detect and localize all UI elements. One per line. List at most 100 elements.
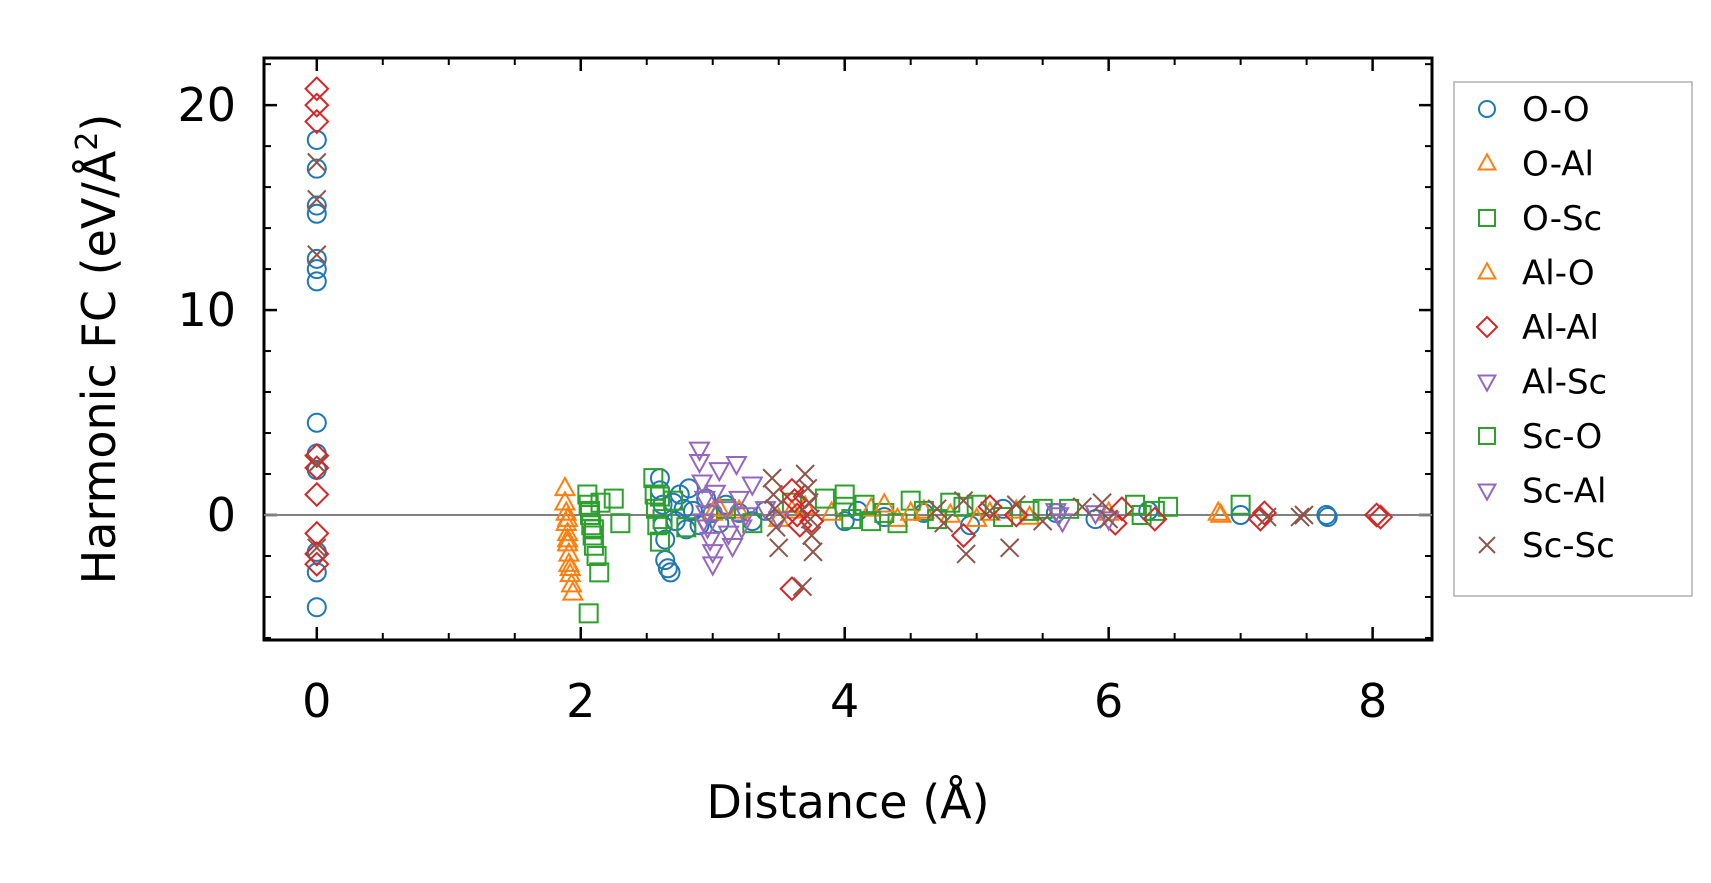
data-point: [980, 501, 1000, 521]
legend-marker: [1476, 152, 1498, 171]
y-tick-label: 10: [177, 283, 236, 337]
data-point: [933, 513, 954, 533]
data-point: [307, 454, 327, 474]
data-point: [1257, 507, 1277, 527]
data-point: [578, 603, 599, 624]
data-point: [1142, 506, 1168, 532]
data-point: [799, 492, 819, 513]
data-point: [1251, 500, 1278, 526]
data-point: [769, 538, 789, 558]
data-point: [999, 538, 1020, 558]
legend-marker: [1478, 427, 1496, 445]
x-tick-label: 2: [566, 674, 595, 728]
data-point: [553, 490, 577, 511]
data-point: [649, 531, 670, 552]
data-point: [556, 531, 579, 552]
data-point: [801, 525, 822, 546]
data-point: [779, 477, 805, 504]
data-point: [561, 580, 584, 601]
data-point: [741, 476, 764, 497]
y-axis-label-superscript: 2: [70, 132, 105, 151]
data-point: [799, 508, 825, 534]
data-point: [727, 490, 751, 512]
data-point: [765, 499, 785, 519]
y-axis-label: Harmonic FC (eV/Å2): [70, 114, 126, 585]
data-point: [1097, 511, 1120, 532]
x-axis-label: Distance (Å): [706, 775, 989, 829]
data-point: [306, 203, 327, 224]
series-sc-sc: [307, 152, 1314, 597]
legend-label: Sc-Al: [1522, 472, 1607, 512]
legend: O-O O-Al O-Sc Al-O Al-Al Al-Sc Sc-O Sc-Al Sc-Sc: [1453, 81, 1693, 597]
data-point: [556, 506, 579, 527]
data-point: [307, 245, 327, 265]
data-point: [306, 597, 327, 618]
legend-label: Al-Al: [1522, 308, 1599, 348]
data-point: [721, 537, 744, 559]
data-point: [663, 490, 684, 511]
data-point: [555, 500, 578, 521]
legend-marker: [1476, 483, 1498, 502]
data-point: [701, 556, 724, 577]
data-point: [304, 551, 330, 577]
data-point: [1047, 507, 1070, 528]
data-point: [306, 259, 327, 280]
data-point: [834, 511, 855, 532]
legend-marker: [1478, 209, 1496, 227]
data-point: [1317, 507, 1338, 528]
data-point: [704, 484, 727, 505]
plot-area: [262, 56, 1434, 642]
data-point: [927, 499, 947, 519]
data-points: [304, 76, 1394, 624]
y-axis-label-main: Harmonic FC (eV/Å: [72, 150, 126, 584]
data-point: [965, 506, 988, 527]
data-point: [304, 520, 330, 547]
data-point: [1230, 494, 1251, 515]
data-point: [306, 271, 327, 292]
x-tick-labels: 0 2 4 6 8: [302, 674, 1387, 728]
data-point: [306, 129, 327, 150]
x-tick-label: 4: [830, 674, 859, 728]
data-point: [800, 509, 821, 529]
data-point: [834, 496, 855, 517]
data-point: [583, 519, 604, 540]
plot-frame: [262, 56, 1434, 642]
data-point: [306, 195, 327, 216]
data-point: [1290, 507, 1310, 527]
data-point: [304, 92, 330, 118]
data-point: [589, 562, 610, 583]
data-point: [660, 562, 681, 583]
legend-label: O-Al: [1522, 145, 1594, 185]
data-point: [1207, 500, 1230, 521]
data-point: [304, 76, 330, 102]
data-point: [692, 513, 715, 534]
data-point: [610, 513, 631, 534]
legend-marker: [1478, 100, 1496, 118]
data-point: [1158, 496, 1179, 517]
data-point: [708, 462, 731, 483]
data-point: [887, 513, 908, 534]
data-point: [814, 488, 835, 509]
x-tick-label: 6: [1094, 674, 1123, 728]
legend-marker: [1476, 261, 1498, 280]
data-point: [900, 490, 921, 511]
y-axis-label-close: ): [72, 114, 126, 132]
data-point: [559, 562, 582, 583]
data-point: [734, 507, 757, 528]
data-point: [304, 455, 330, 481]
data-point: [1131, 504, 1152, 525]
data-point: [578, 494, 599, 515]
data-point: [792, 577, 813, 597]
data-point: [304, 541, 330, 567]
minor-ticks: [264, 58, 1432, 640]
legend-label: Al-O: [1522, 254, 1595, 294]
data-point: [1294, 505, 1314, 525]
data-point: [1367, 504, 1394, 530]
data-point: [854, 494, 875, 515]
data-point: [649, 486, 670, 507]
data-point: [586, 545, 607, 566]
data-point: [582, 525, 603, 546]
data-point: [1006, 495, 1026, 515]
legend-label: O-O: [1522, 90, 1590, 130]
data-point: [861, 511, 882, 532]
